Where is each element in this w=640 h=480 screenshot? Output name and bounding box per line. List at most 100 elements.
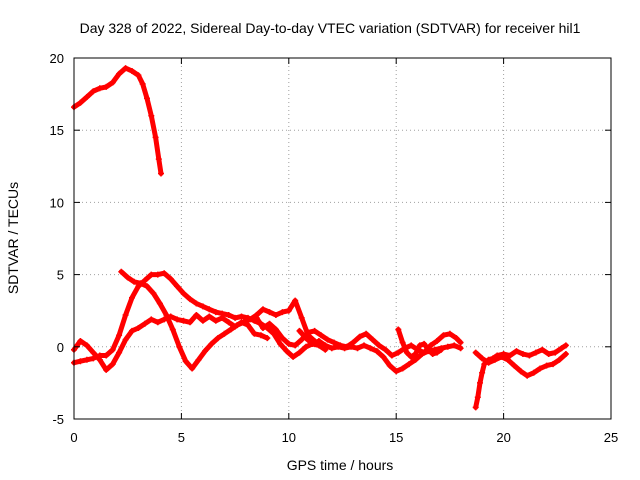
data-point [519,351,526,357]
y-tick-label: 0 [57,340,64,355]
data-point [103,366,110,373]
data-point [155,156,162,163]
data-point [388,352,395,359]
data-point [416,342,423,349]
data-point [238,313,245,320]
series-line [71,65,164,176]
data-point [427,342,434,349]
data-point [330,339,337,346]
data-point [176,343,183,350]
data-point [517,368,524,375]
data-point [434,349,440,356]
data-point [90,355,97,362]
data-point [124,274,131,281]
data-point [403,349,410,356]
data-point [109,346,116,353]
data-point [335,343,342,350]
data-point [174,283,181,290]
data-point [408,353,415,360]
y-axis-label: SDTVAR / TECUs [5,182,21,294]
data-point [453,335,460,342]
data-point [180,317,187,324]
data-point [156,300,163,307]
data-point [163,312,170,318]
data-point [270,330,277,337]
x-tick-label: 10 [282,430,296,445]
data-point [272,312,279,318]
data-point [382,346,389,353]
data-point [77,358,84,365]
data-point [90,349,97,356]
axis-ticks: 0 5 10 15 20 25 -5 0 5 10 15 20 [50,51,619,445]
series-track-7 [395,326,445,360]
data-point [399,365,406,372]
data-point [272,326,279,333]
data-point [199,317,206,324]
data-point [122,336,129,343]
data-point [225,319,232,326]
data-point [543,362,550,369]
data-point [395,326,402,333]
data-point [83,342,90,349]
data-point [562,351,569,357]
data-point [298,336,305,343]
data-point [348,343,355,350]
data-point [354,345,361,352]
data-point [96,85,103,92]
y-tick-label: 15 [50,123,64,138]
data-point [247,316,254,323]
data-point [539,346,546,353]
data-point [154,271,161,278]
data-point [240,319,247,326]
data-point [492,356,498,363]
data-point [309,340,316,347]
y-tick-label: 20 [50,51,64,66]
data-point [537,365,544,372]
data-point [131,278,138,285]
data-point [187,319,193,326]
data-point [446,330,453,337]
data-point [290,353,297,360]
data-point [477,379,483,386]
data-point [363,330,370,337]
data-point [556,356,563,363]
chart-title: Day 328 of 2022, Sidereal Day-to-day VTE… [80,20,581,36]
data-point [96,352,103,359]
data-point [122,312,129,318]
data-point [457,345,464,352]
data-point [129,327,135,334]
data-point [457,339,464,346]
data-point [77,99,84,106]
data-point [219,310,226,317]
data-point [524,372,531,379]
data-point [296,327,303,334]
data-point [277,340,284,347]
data-point [399,339,406,346]
data-point [341,345,348,352]
data-point [139,81,146,87]
plot-frame [73,57,612,420]
data-point [116,70,123,77]
data-point [395,349,402,356]
data-point [485,359,492,366]
data-point [311,327,318,334]
data-point [266,309,273,316]
data-point [552,349,559,356]
data-point [412,351,419,357]
data-point [550,361,556,368]
data-point [315,338,322,344]
data-point [167,275,174,282]
data-point [221,330,228,337]
data-point [251,330,258,337]
data-point [303,343,309,350]
data-point [322,342,329,349]
data-point [285,307,292,314]
series-track-1 [71,65,164,177]
x-tick-label: 0 [70,430,77,445]
data-point [298,314,305,321]
data-point [152,134,159,141]
data-point [507,352,513,359]
data-point [116,349,123,356]
data-point [429,351,436,357]
data-point [285,340,292,347]
